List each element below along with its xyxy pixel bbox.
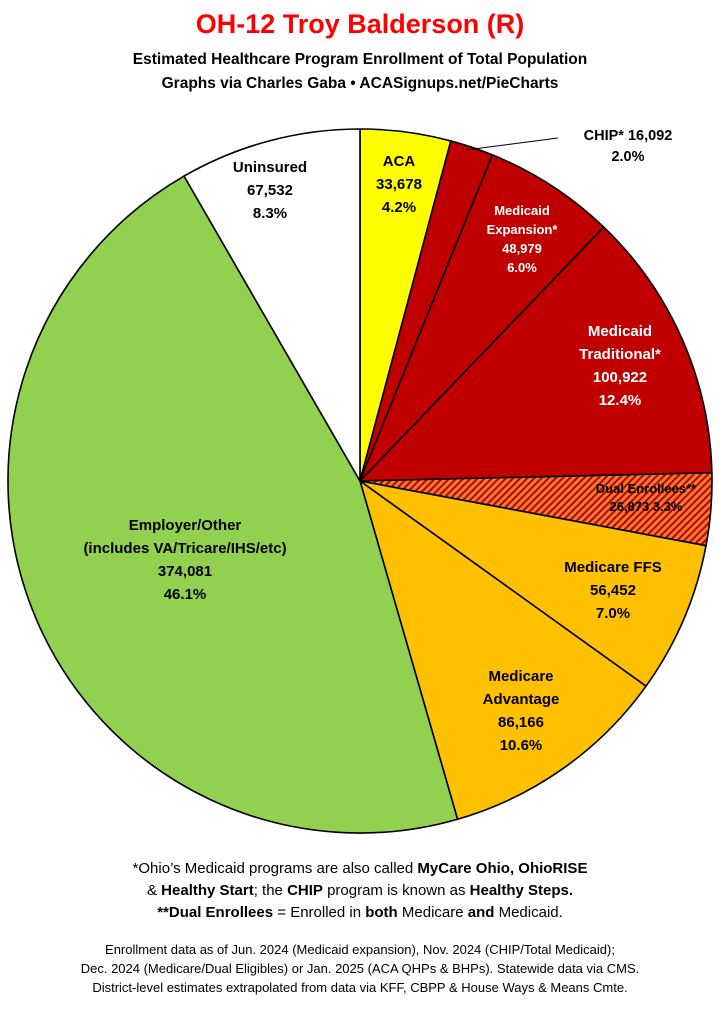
label-medicaid-traditional: Medicaid Traditional* 100,922 12.4% [579,323,661,409]
label-medicare-ffs: Medicare FFS 56,452 7.0% [564,559,662,622]
source-line-3: District-level estimates extrapolated fr… [92,980,628,995]
chart-credit: Graphs via Charles Gaba • ACASignups.net… [161,75,559,92]
pie-labels: ACA 33,678 4.2% CHIP* 16,092 2.0% Medicaid Exp… [83,128,697,754]
label-uninsured: Uninsured 67,532 8.3% [233,159,307,222]
pie-slices [7,128,713,834]
slice-medicaid-expansion [359,154,605,482]
source-line-2: Dec. 2024 (Medicare/Dual Eligibles) or J… [80,961,640,976]
label-dual-enrollees: Dual Enrollees** 26,873 3.3% [596,481,697,514]
slice-medicare-ffs [359,480,707,687]
chip-leader-line [465,137,559,151]
chart-subtitle: Estimated Healthcare Program Enrollment … [132,51,588,68]
label-chip: CHIP* 16,092 2.0% [584,128,673,165]
label-medicaid-expansion: Medicaid Expansion* 48,979 6.0% [487,203,559,275]
source-notes: Enrollment data as of Jun. 2024 (Medicai… [0,940,720,997]
footnotes: *Ohio’s Medicaid programs are also calle… [0,858,720,924]
label-employer-other: Employer/Other (includes VA/Tricare/IHS/e… [83,517,286,603]
pie-chart: ACA 33,678 4.2% CHIP* 16,092 2.0% Medicaid Exp… [7,128,713,834]
footnote-line-2: & Healthy Start; the CHIP program is kno… [146,882,574,899]
label-medicare-advantage: Medicare Advantage 86,166 10.6% [483,668,560,754]
slice-employer-other [7,175,459,834]
footnote-line-1: *Ohio’s Medicaid programs are also calle… [132,860,588,877]
slice-medicaid-traditional [359,226,713,482]
source-line-1: Enrollment data as of Jun. 2024 (Medicai… [105,942,615,957]
chart-title: OH-12 Troy Balderson (R) [195,9,525,39]
footnote-line-3: **Dual Enrollees = Enrolled in both Medi… [157,904,563,921]
slice-medicare-advantage [359,480,647,821]
slice-uninsured [183,128,361,482]
label-aca: ACA 33,678 4.2% [376,153,422,216]
